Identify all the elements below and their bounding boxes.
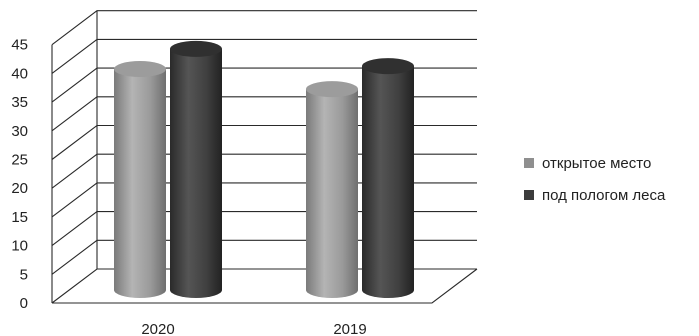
gridlines xyxy=(51,10,478,304)
x-tick-label: 2020 xyxy=(141,321,174,336)
y-axis: 0 5 10 15 20 25 30 35 40 45 xyxy=(11,37,28,312)
x-tick-label: 2019 xyxy=(333,321,366,336)
y-tick-label: 25 xyxy=(11,152,28,169)
floor-edge xyxy=(52,268,478,304)
bars xyxy=(114,40,414,298)
y-tick-label: 10 xyxy=(11,238,28,255)
legend-swatch-open xyxy=(524,158,534,168)
bar xyxy=(114,61,166,298)
legend-item-open: открытое место xyxy=(524,147,665,179)
legend-label-open: открытое место xyxy=(542,154,652,172)
legend-swatch-canopy xyxy=(524,190,534,200)
bar xyxy=(362,58,414,298)
y-tick-label: 30 xyxy=(11,123,28,140)
y-tick-label: 40 xyxy=(11,65,28,82)
legend: открытое место под пологом леса xyxy=(524,147,665,211)
x-axis-labels: 2020 2019 xyxy=(141,321,366,336)
legend-item-canopy: под пологом леса xyxy=(524,179,665,211)
legend-label-canopy: под пологом леса xyxy=(542,186,666,204)
y-tick-label: 15 xyxy=(11,209,28,226)
bar xyxy=(170,40,222,298)
y-tick-label: 35 xyxy=(11,94,28,111)
bar xyxy=(306,81,358,298)
y-tick-label: 45 xyxy=(11,37,28,54)
y-tick-label: 5 xyxy=(20,266,28,283)
y-tick-label: 0 xyxy=(20,295,28,312)
y-tick-label: 20 xyxy=(11,180,28,197)
